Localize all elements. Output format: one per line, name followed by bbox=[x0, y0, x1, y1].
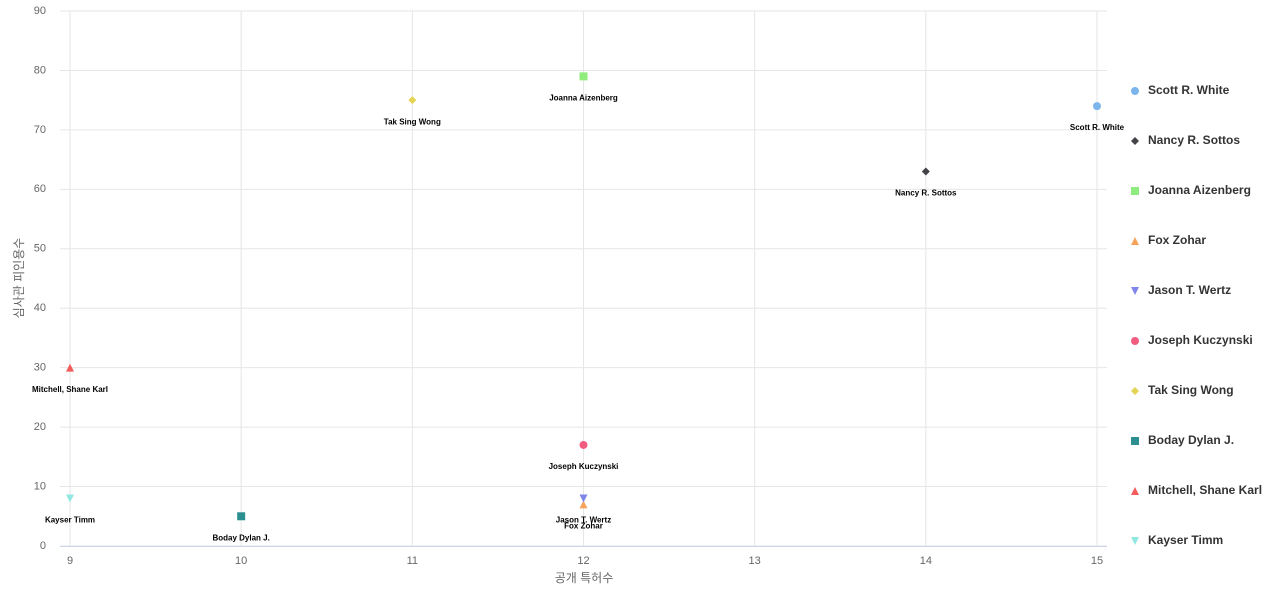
legend-label: Joseph Kuczynski bbox=[1148, 333, 1253, 347]
y-tick-label: 50 bbox=[34, 243, 46, 255]
data-label: Fox Zohar bbox=[564, 521, 603, 530]
y-tick-label: 80 bbox=[34, 64, 46, 76]
y-tick-label: 90 bbox=[34, 5, 46, 17]
legend-label: Jason T. Wertz bbox=[1148, 283, 1231, 297]
point bbox=[237, 512, 246, 521]
legend-marker bbox=[1131, 387, 1139, 395]
legend-marker bbox=[1131, 437, 1139, 445]
data-label: Jason T. Wertz bbox=[556, 516, 611, 525]
x-tick-label: 12 bbox=[577, 555, 589, 567]
x-tick-label: 10 bbox=[235, 555, 247, 567]
legend-label: Joanna Aizenberg bbox=[1148, 183, 1251, 197]
data-label: Scott R. White bbox=[1070, 123, 1125, 132]
legend-marker bbox=[1131, 337, 1139, 345]
data-label: Nancy R. Sottos bbox=[895, 189, 957, 198]
legend-label: Tak Sing Wong bbox=[1148, 383, 1234, 397]
y-tick-label: 0 bbox=[40, 540, 46, 552]
x-tick-label: 13 bbox=[749, 555, 761, 567]
legend-label: Scott R. White bbox=[1148, 83, 1230, 97]
data-label: Joseph Kuczynski bbox=[549, 462, 619, 471]
point bbox=[579, 500, 588, 509]
point bbox=[921, 167, 930, 176]
x-axis-title: 공개 특허수 bbox=[555, 571, 614, 585]
y-tick-label: 10 bbox=[34, 480, 46, 492]
data-label: Boday Dylan J. bbox=[212, 533, 269, 542]
y-tick-label: 70 bbox=[34, 124, 46, 136]
legend-marker bbox=[1131, 237, 1139, 245]
legend-marker bbox=[1131, 487, 1139, 495]
data-label: Tak Sing Wong bbox=[384, 117, 441, 126]
point bbox=[408, 96, 417, 105]
x-tick-label: 14 bbox=[920, 555, 932, 567]
legend-label: Kayser Timm bbox=[1148, 533, 1223, 547]
y-axis-title: 심사관 피인용수 bbox=[12, 238, 26, 319]
data-label: Kayser Timm bbox=[45, 516, 95, 525]
point bbox=[66, 363, 74, 372]
legend-label: Nancy R. Sottos bbox=[1148, 133, 1240, 147]
legend-marker bbox=[1131, 537, 1139, 545]
legend-label: Fox Zohar bbox=[1148, 233, 1206, 247]
data-label: Joanna Aizenberg bbox=[549, 93, 618, 102]
point bbox=[1093, 102, 1101, 111]
point bbox=[66, 494, 74, 503]
point bbox=[579, 440, 588, 449]
x-tick-label: 15 bbox=[1091, 555, 1103, 567]
y-tick-label: 20 bbox=[34, 421, 46, 433]
data-label: Mitchell, Shane Karl bbox=[32, 385, 108, 394]
y-tick-label: 40 bbox=[34, 302, 46, 314]
point bbox=[579, 72, 588, 81]
legend-marker bbox=[1131, 87, 1139, 95]
legend-label: Mitchell, Shane Karl bbox=[1148, 483, 1262, 497]
x-tick-label: 9 bbox=[67, 555, 73, 567]
y-tick-label: 30 bbox=[34, 362, 46, 374]
legend-label: Boday Dylan J. bbox=[1148, 433, 1234, 447]
legend-marker bbox=[1131, 137, 1139, 145]
x-tick-label: 11 bbox=[407, 555, 418, 567]
point bbox=[579, 494, 588, 503]
y-tick-label: 60 bbox=[34, 183, 46, 195]
legend-marker bbox=[1131, 187, 1139, 195]
legend-marker bbox=[1131, 287, 1139, 295]
